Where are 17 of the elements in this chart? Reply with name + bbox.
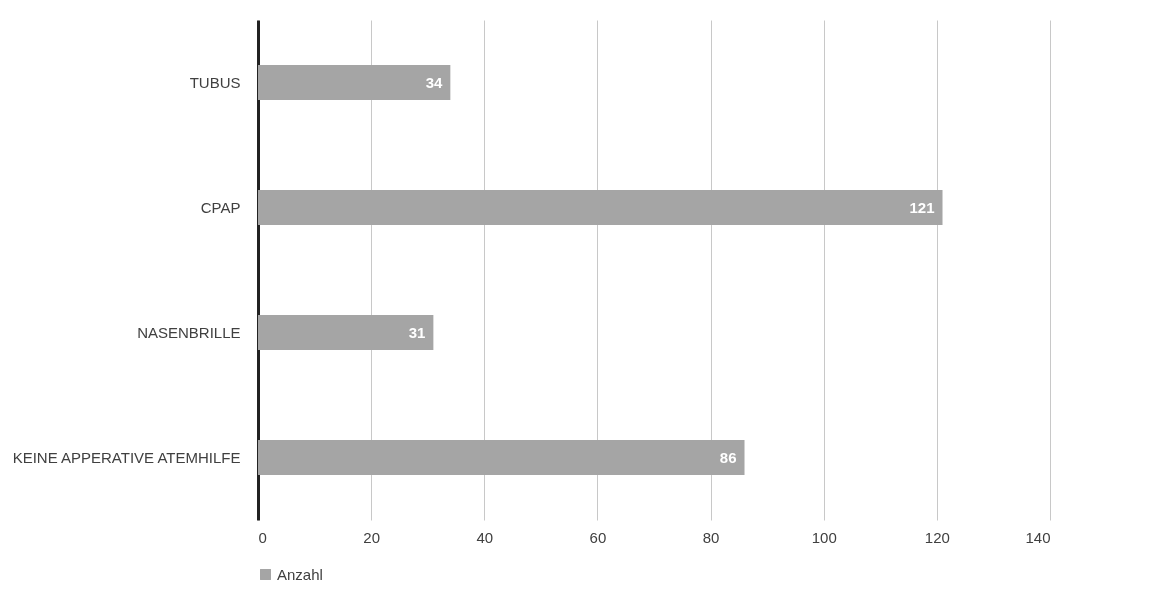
x-tick-label: 60 — [589, 528, 607, 546]
data-label: 34 — [425, 73, 443, 91]
y-tick-label: NASENBRILLE — [137, 323, 241, 341]
x-tick-label: 80 — [702, 528, 720, 546]
legend-label: Anzahl — [277, 565, 323, 583]
x-tick-label: 140 — [1025, 528, 1051, 546]
x-tick-label: 40 — [476, 528, 494, 546]
x-tick-label: 0 — [258, 528, 267, 546]
data-label: 31 — [408, 323, 426, 341]
data-label: 121 — [909, 198, 935, 216]
y-tick-label: TUBUS — [189, 73, 241, 91]
x-tick-label: 120 — [924, 528, 950, 546]
y-tick-label: KEINE APPERATIVE ATEMHILFE — [12, 448, 241, 466]
y-tick-label: CPAP — [200, 198, 241, 216]
x-tick-label: 100 — [811, 528, 837, 546]
data-label: 86 — [719, 448, 737, 466]
x-tick-label: 20 — [363, 528, 380, 546]
